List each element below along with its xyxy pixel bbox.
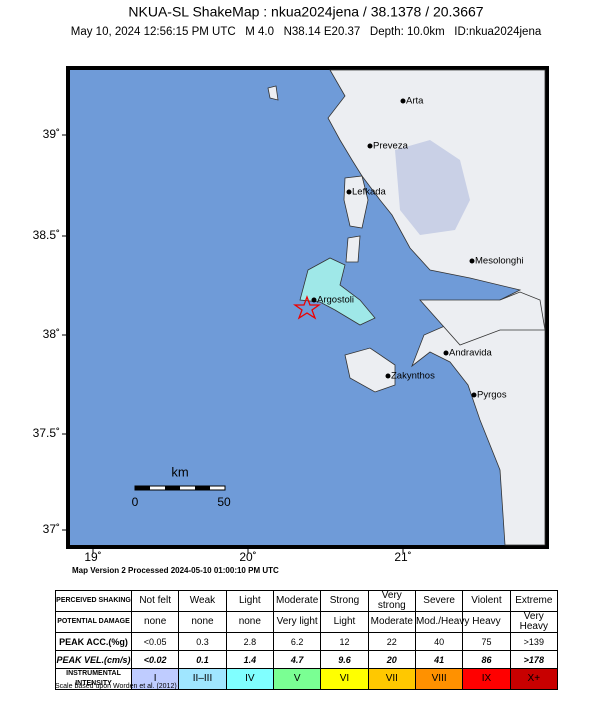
scale-label: 50 bbox=[217, 495, 231, 509]
legend-cell: 22 bbox=[367, 632, 416, 651]
legend-cell: II–III bbox=[178, 668, 227, 690]
city-dot bbox=[471, 392, 477, 398]
zakynthos-island bbox=[344, 347, 396, 393]
legend-row: PEAK ACC.(%g) <0.05 0.3 2.8 6.2 12 22 40 75 >139 bbox=[55, 632, 559, 651]
legend-cell: none bbox=[225, 611, 274, 633]
legend-cell: Severe bbox=[414, 590, 464, 612]
legend-cell: Moderate bbox=[272, 590, 322, 612]
city-label: Preveza bbox=[373, 141, 409, 152]
legend-cell: >139 bbox=[509, 632, 559, 651]
city-label: Argostoli bbox=[317, 295, 354, 306]
legend-cell: X+ bbox=[509, 668, 559, 690]
legend-cell: Light bbox=[225, 590, 274, 612]
legend-cell: 40 bbox=[414, 632, 464, 651]
scale-segment bbox=[195, 486, 210, 490]
legend-cell: Strong bbox=[320, 590, 369, 612]
lon-label: 21˚ bbox=[394, 550, 411, 564]
legend-cell: 6.2 bbox=[272, 632, 322, 651]
legend-cell: Weak bbox=[178, 590, 227, 612]
legend-cell: none bbox=[130, 611, 180, 633]
scale-segment bbox=[165, 486, 180, 490]
legend-header: PEAK VEL.(cm/s) bbox=[55, 650, 132, 669]
legend-cell: I bbox=[130, 668, 180, 690]
legend-cell: 0.3 bbox=[178, 632, 227, 651]
city-dot bbox=[385, 373, 391, 379]
legend-cell: 1.4 bbox=[225, 650, 274, 669]
legend-cell: 12 bbox=[320, 632, 369, 651]
intensity-legend: PERCEIVED SHAKING Not felt Weak Light Modera… bbox=[55, 590, 559, 690]
terrain-shade bbox=[395, 140, 470, 235]
legend-cell: 75 bbox=[462, 632, 511, 651]
scale-label: 0 bbox=[132, 495, 139, 509]
title: NKUA-SL ShakeMap : nkua2024jena / 38.137… bbox=[128, 4, 483, 20]
legend-cell: 41 bbox=[414, 650, 464, 669]
legend-row: POTENTIAL DAMAGE none none none Very light Li… bbox=[55, 611, 559, 633]
legend-cell: 4.7 bbox=[272, 650, 322, 669]
legend-cell: Light bbox=[320, 611, 369, 633]
legend-cell: Violent bbox=[462, 590, 511, 612]
city-label: Lefkada bbox=[352, 187, 387, 198]
city-dot bbox=[311, 297, 317, 303]
city-dot bbox=[400, 98, 406, 104]
legend-header: PERCEIVED SHAKING bbox=[55, 590, 132, 612]
legend-header: INSTRUMENTAL INTENSITY bbox=[55, 668, 132, 690]
lat-label: 38.5˚ bbox=[33, 228, 60, 242]
legend-cell: <0.02 bbox=[130, 650, 180, 669]
scale-unit: km bbox=[171, 464, 188, 479]
legend-header: POTENTIAL DAMAGE bbox=[55, 611, 132, 633]
lefkada bbox=[343, 175, 369, 229]
islet bbox=[267, 85, 279, 101]
legend-cell: 20 bbox=[367, 650, 416, 669]
city-label: Andravida bbox=[449, 348, 492, 359]
legend-cell: 9.6 bbox=[320, 650, 369, 669]
legend-cell: 0.1 bbox=[178, 650, 227, 669]
lon-label: 20˚ bbox=[239, 550, 256, 564]
legend-cell: Very light bbox=[272, 611, 322, 633]
lat-label: 38˚ bbox=[43, 327, 60, 341]
peloponnese bbox=[419, 291, 546, 346]
city-dot bbox=[346, 189, 352, 195]
legend-cell: 86 bbox=[462, 650, 511, 669]
city-dot bbox=[367, 143, 373, 149]
legend-cell: Not felt bbox=[130, 590, 180, 612]
lat-label: 37.5˚ bbox=[33, 426, 60, 440]
legend-row: PERCEIVED SHAKING Not felt Weak Light Modera… bbox=[55, 590, 559, 612]
scale-segment bbox=[135, 486, 150, 490]
legend-header: PEAK ACC.(%g) bbox=[55, 632, 132, 651]
legend-cell: Very strong bbox=[367, 590, 416, 612]
legend-cell: IX bbox=[462, 668, 511, 690]
legend-cell: >178 bbox=[509, 650, 559, 669]
epicenter bbox=[292, 295, 322, 320]
legend-cell: 2.8 bbox=[225, 632, 274, 651]
legend-cell: VIII bbox=[414, 668, 464, 690]
city-label: Zakynthos bbox=[391, 371, 435, 382]
city-label: Pyrgos bbox=[477, 390, 507, 401]
legend-cell: Mod./Heavy bbox=[414, 611, 469, 633]
map-version: Map Version 2 Processed 2024-05-10 01:00… bbox=[72, 566, 279, 575]
city-label: Arta bbox=[406, 96, 424, 107]
legend-cell: IV bbox=[225, 668, 274, 690]
legend-cell: Extreme bbox=[509, 590, 559, 612]
legend-cell: Heavy bbox=[462, 611, 511, 633]
lon-label: 19˚ bbox=[84, 550, 101, 564]
legend-cell: Moderate bbox=[367, 611, 416, 633]
lat-label: 39˚ bbox=[43, 127, 60, 141]
lat-label: 37˚ bbox=[43, 522, 60, 536]
legend-cell: VII bbox=[367, 668, 416, 690]
footer: Scale based upon Worden et al. (2012) bbox=[55, 683, 177, 690]
legend-cell: V bbox=[272, 668, 322, 690]
legend-row: INSTRUMENTAL INTENSITY I II–III IV V VI VII VII… bbox=[55, 668, 559, 690]
legend-cell: VI bbox=[320, 668, 369, 690]
city-dot bbox=[443, 350, 449, 356]
legend-cell: Very Heavy bbox=[509, 611, 559, 633]
legend-row: PEAK VEL.(cm/s) <0.02 0.1 1.4 4.7 9.6 20 41 86 >1… bbox=[55, 650, 559, 669]
legend-cell: <0.05 bbox=[130, 632, 180, 651]
legend-cell: none bbox=[178, 611, 227, 633]
city-dot bbox=[469, 258, 475, 264]
city-label: Mesolonghi bbox=[475, 256, 524, 267]
subtitle: May 10, 2024 12:56:15 PM UTC M 4.0 N38.1… bbox=[71, 26, 542, 38]
map-figure: NKUA-SL ShakeMap : nkua2024jena / 38.137… bbox=[33, 4, 549, 575]
ithaca bbox=[345, 235, 361, 263]
